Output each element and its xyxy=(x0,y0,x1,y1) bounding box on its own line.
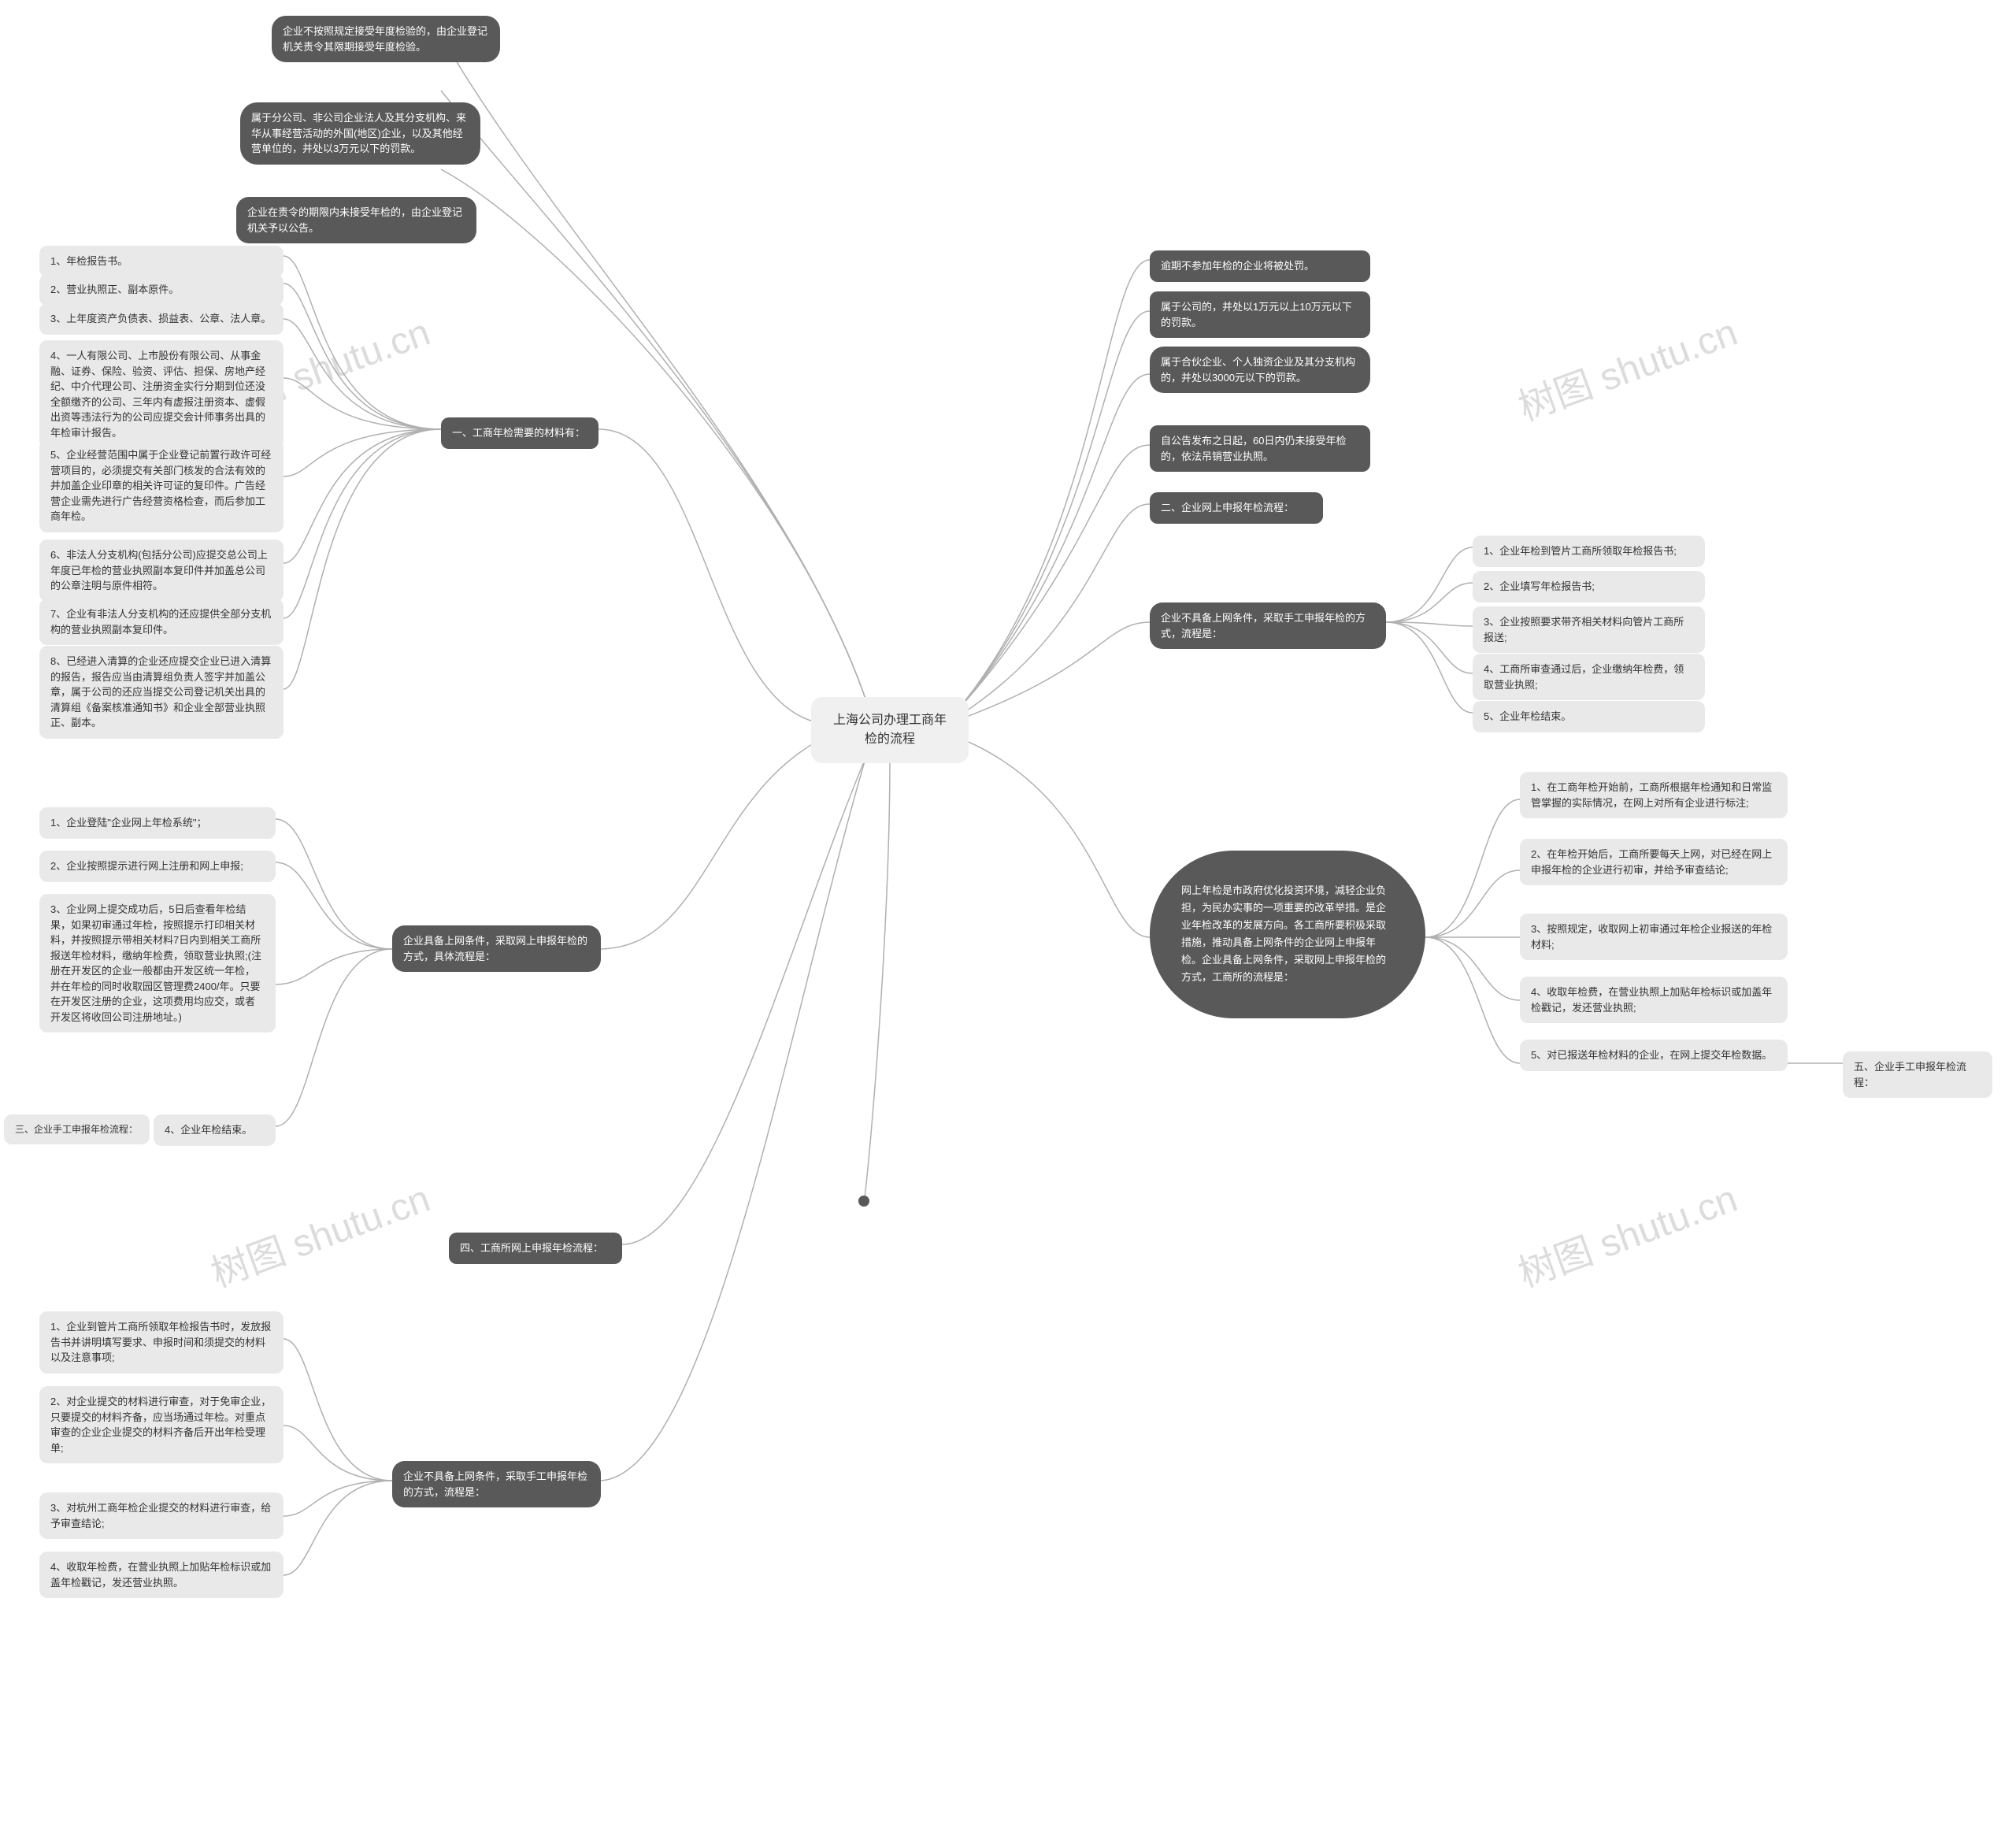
right-penalty: 逾期不参加年检的企业将被处罚。 xyxy=(1150,250,1370,282)
branch2-sub-item: 2、企业填写年检报告书; xyxy=(1473,571,1705,602)
online-item: 5、对已报送年检材料的企业，在网上提交年检数据。 xyxy=(1520,1040,1788,1071)
branch2-sub-item: 5、企业年检结束。 xyxy=(1473,701,1705,732)
branch1-item: 5、企业经营范围中属于企业登记前置行政许可经营项目的，必须提交有关部门核发的合法… xyxy=(39,439,284,532)
branch4-title: 四、工商所网上申报年检流程： xyxy=(449,1233,622,1264)
branch1-title: 一、工商年检需要的材料有： xyxy=(441,417,598,449)
branch1-item: 6、非法人分支机构(包括分公司)应提交总公司上年度已年检的营业执照副本复印件并加… xyxy=(39,539,284,602)
penalty-node: 企业不按照规定接受年度检验的，由企业登记机关责令其限期接受年度检验。 xyxy=(272,16,500,62)
online-item: 4、收取年检费，在营业执照上加贴年检标识或加盖年检戳记，发还营业执照; xyxy=(1520,977,1788,1023)
branch4-sub-item: 3、对杭州工商年检企业提交的材料进行审查，给予审查结论; xyxy=(39,1492,284,1539)
branch3-item: 3、企业网上提交成功后，5日后查看年检结果，如果初审通过年检，按照提示打印相关材… xyxy=(39,894,276,1033)
penalty-node: 企业在责令的期限内未接受年检的，由企业登记机关予以公告。 xyxy=(236,197,476,243)
branch3-item: 4、企业年检结束。 xyxy=(154,1114,276,1146)
branch1-item: 4、一人有限公司、上市股份有限公司、从事金融、证券、保险、验资、评估、担保、房地… xyxy=(39,340,284,448)
branch3-extra: 三、企业手工申报年检流程： xyxy=(4,1114,150,1144)
branch1-item: 1、年检报告书。 xyxy=(39,246,284,277)
branch3-title: 企业具备上网条件，采取网上申报年检的方式，具体流程是： xyxy=(392,925,601,972)
dot-node xyxy=(858,1196,869,1207)
online-extra: 五、企业手工申报年检流程： xyxy=(1843,1051,1992,1098)
branch1-item: 2、营业执照正、副本原件。 xyxy=(39,274,284,306)
watermark: 树图 shutu.cn xyxy=(202,1167,436,1297)
online-item: 2、在年检开始后，工商所要每天上网，对已经在网上申报年检的企业进行初审，并给予审… xyxy=(1520,839,1788,885)
online-item: 3、按照规定，收取网上初审通过年检企业报送的年检材料; xyxy=(1520,914,1788,960)
penalty-node: 属于分公司、非公司企业法人及其分支机构、来华从事经营活动的外国(地区)企业，以及… xyxy=(240,102,480,165)
branch3-item: 1、企业登陆"企业网上年检系统"； xyxy=(39,807,276,839)
right-penalty: 属于合伙企业、个人独资企业及其分支机构的，并处以3000元以下的罚款。 xyxy=(1150,347,1370,393)
branch4-sub-title: 企业不具备上网条件，采取手工申报年检的方式，流程是： xyxy=(392,1461,601,1507)
branch2-sub-item: 1、企业年检到管片工商所领取年检报告书; xyxy=(1473,536,1705,567)
online-item: 1、在工商年检开始前，工商所根据年检通知和日常监管掌握的实际情况，在网上对所有企… xyxy=(1520,772,1788,818)
branch1-item: 3、上年度资产负债表、损益表、公章、法人章。 xyxy=(39,303,284,335)
branch1-item: 7、企业有非法人分支机构的还应提供全部分支机构的营业执照副本复印件。 xyxy=(39,599,284,645)
watermark: 树图 shutu.cn xyxy=(1510,1167,1744,1297)
branch4-sub-item: 1、企业到管片工商所领取年检报告书时，发放报告书并讲明填写要求、申报时间和须提交… xyxy=(39,1311,284,1374)
branch2-sub-title: 企业不具备上网条件，采取手工申报年检的方式，流程是： xyxy=(1150,602,1386,649)
root-node: 上海公司办理工商年检的流程 xyxy=(811,697,969,763)
branch4-sub-item: 2、对企业提交的材料进行审查，对于免审企业，只要提交的材料齐备，应当场通过年检。… xyxy=(39,1386,284,1463)
branch2-title: 二、企业网上申报年检流程： xyxy=(1150,492,1323,524)
right-penalty: 属于公司的，并处以1万元以上10万元以下的罚款。 xyxy=(1150,291,1370,338)
watermark: 树图 shutu.cn xyxy=(1510,301,1744,431)
branch1-item: 8、已经进入清算的企业还应提交企业已进入清算的报告，报告应当由清算组负责人签字并… xyxy=(39,646,284,739)
branch2-sub-item: 4、工商所审查通过后，企业缴纳年检费，领取营业执照; xyxy=(1473,654,1705,700)
online-title: 网上年检是市政府优化投资环境，减轻企业负担，为民办实事的一项重要的改革举措。是企… xyxy=(1150,851,1425,1018)
right-penalty: 自公告发布之日起，60日内仍未接受年检的，依法吊销营业执照。 xyxy=(1150,425,1370,472)
branch2-sub-item: 3、企业按照要求带齐相关材料向管片工商所报送; xyxy=(1473,606,1705,653)
branch4-sub-item: 4、收取年检费，在营业执照上加贴年检标识或加盖年检戳记，发还营业执照。 xyxy=(39,1552,284,1598)
branch3-item: 2、企业按照提示进行网上注册和网上申报; xyxy=(39,851,276,882)
